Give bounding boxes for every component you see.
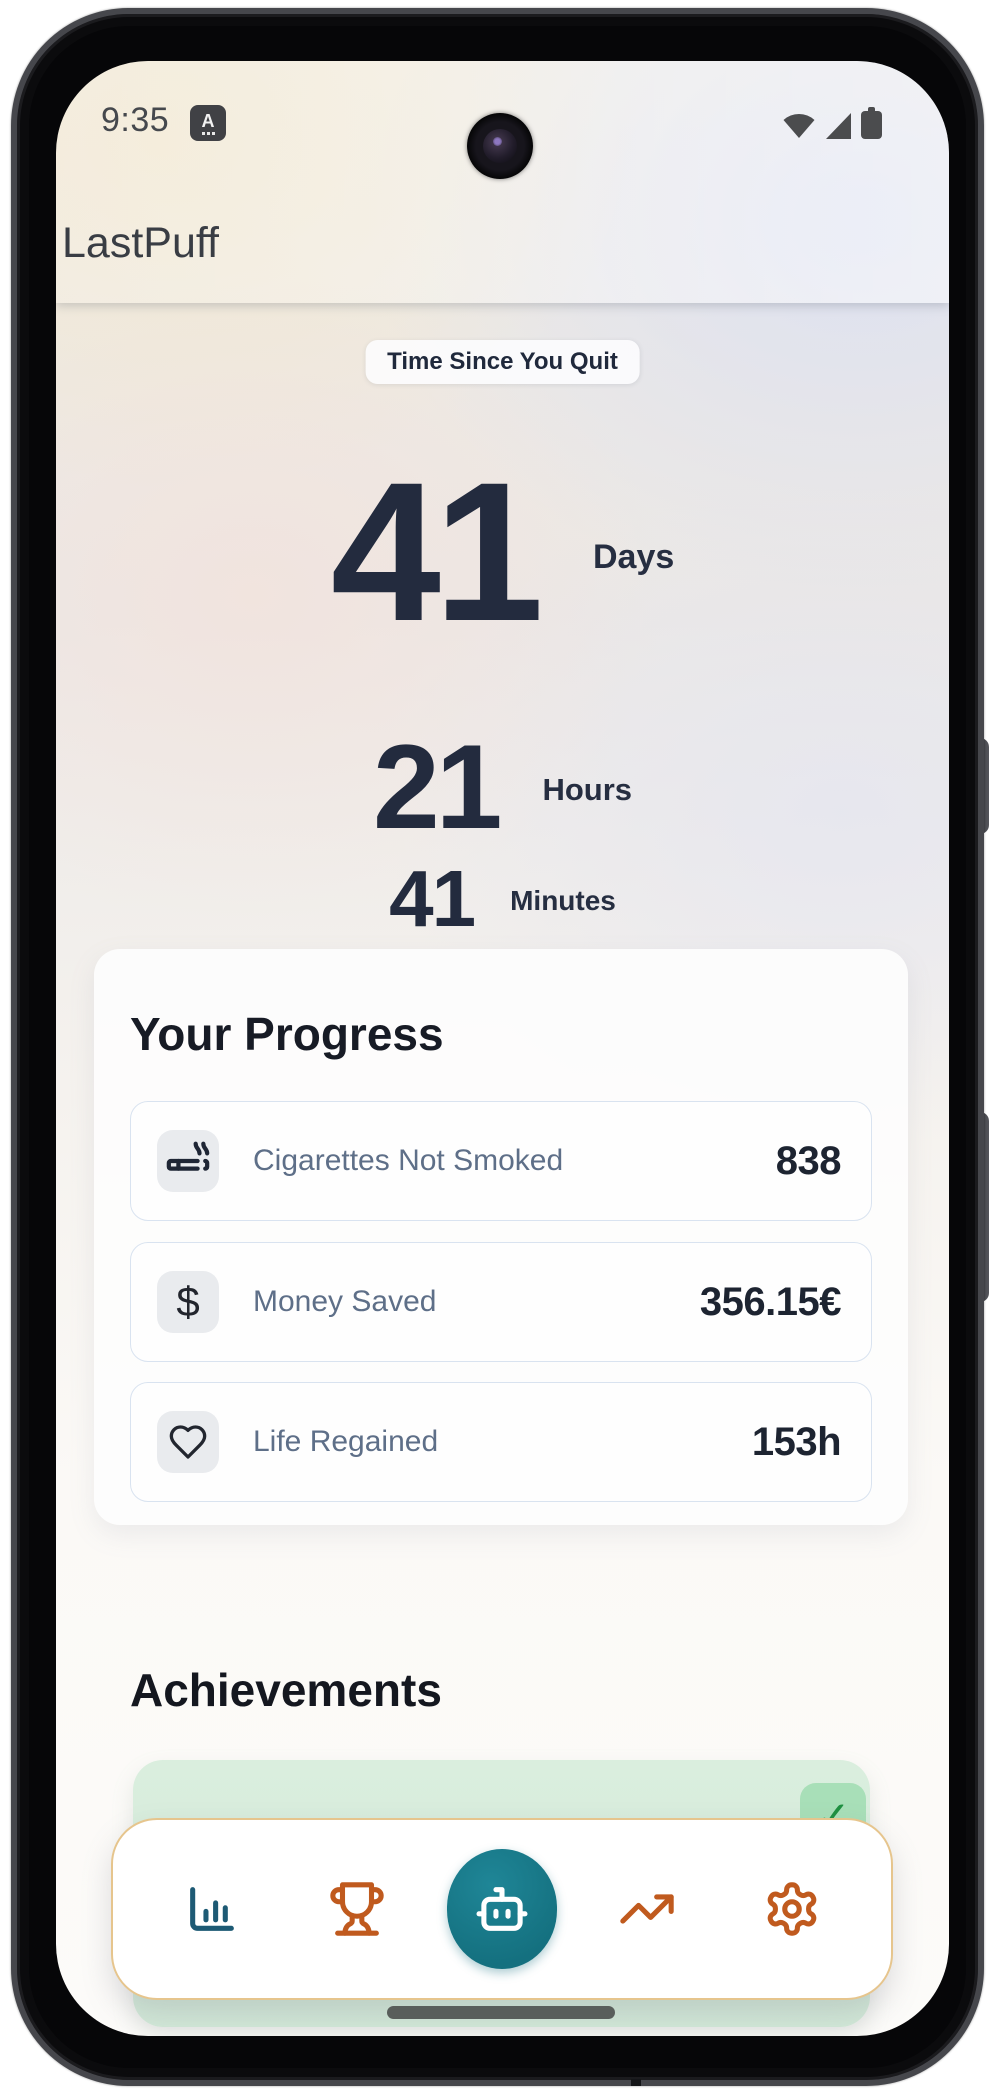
nav-item-stats[interactable]: [152, 1829, 272, 1989]
timer-minutes-row: 41 Minutes: [56, 857, 949, 941]
notification-app-badge: A: [190, 105, 226, 141]
nav-item-achievements[interactable]: [297, 1829, 417, 1989]
robot-icon: [476, 1887, 528, 1931]
active-nav-circle: [447, 1849, 557, 1969]
timer-days-row: 41 Days: [56, 453, 949, 651]
stat-label: Life Regained: [253, 1425, 439, 1458]
trophy-icon: [330, 1882, 384, 1936]
bar-chart-icon: [190, 1887, 234, 1931]
cell-signal-icon: [826, 113, 851, 139]
achievements-title: Achievements: [130, 1664, 442, 1716]
stat-label: Money Saved: [253, 1285, 437, 1318]
home-indicator[interactable]: [387, 2006, 615, 2019]
timer-hours-row: 21 Hours: [56, 727, 949, 847]
stat-value: 153h: [751, 1419, 842, 1464]
days-label: Days: [592, 537, 675, 576]
heart-icon: [157, 1411, 219, 1473]
stat-value: 838: [775, 1138, 842, 1183]
trending-up-icon: [620, 1894, 674, 1924]
front-camera: [467, 113, 533, 179]
nav-item-assistant[interactable]: [442, 1829, 562, 1989]
phone-frame: 9:35 A LastPuff: [11, 8, 984, 2086]
screen: 9:35 A LastPuff: [56, 61, 949, 2036]
progress-title: Your Progress: [130, 1008, 444, 1060]
minutes-value: 41: [389, 854, 476, 943]
days-value: 41: [330, 441, 544, 662]
stat-row-money: $ Money Saved 356.15€: [130, 1242, 872, 1362]
hours-value: 21: [372, 720, 502, 854]
stat-row-life: Life Regained 153h: [130, 1382, 872, 1502]
minutes-label: Minutes: [510, 885, 616, 916]
nav-item-settings[interactable]: [732, 1829, 852, 1989]
stat-row-cigarettes: Cigarettes Not Smoked 838: [130, 1101, 872, 1221]
status-time: 9:35: [101, 101, 170, 139]
gear-icon: [767, 1882, 817, 1936]
dollar-icon: $: [157, 1271, 219, 1333]
nav-item-progress[interactable]: [587, 1829, 707, 1989]
battery-icon: [861, 107, 882, 139]
cigarette-icon: [157, 1130, 219, 1192]
bottom-nav: [111, 1818, 893, 2000]
app-bar: 9:35 A LastPuff: [56, 61, 949, 303]
antenna-notch: [631, 2079, 641, 2086]
progress-card: Your Progress Cigarettes Not Smoked 838: [94, 949, 908, 1525]
status-icons: [782, 107, 882, 139]
stat-label: Cigarettes Not Smoked: [253, 1144, 564, 1177]
hours-label: Hours: [542, 772, 633, 807]
time-since-quit-badge: Time Since You Quit: [365, 340, 640, 384]
page-title: LastPuff: [62, 219, 219, 267]
wifi-icon: [783, 113, 815, 138]
stat-value: 356.15€: [699, 1279, 842, 1324]
